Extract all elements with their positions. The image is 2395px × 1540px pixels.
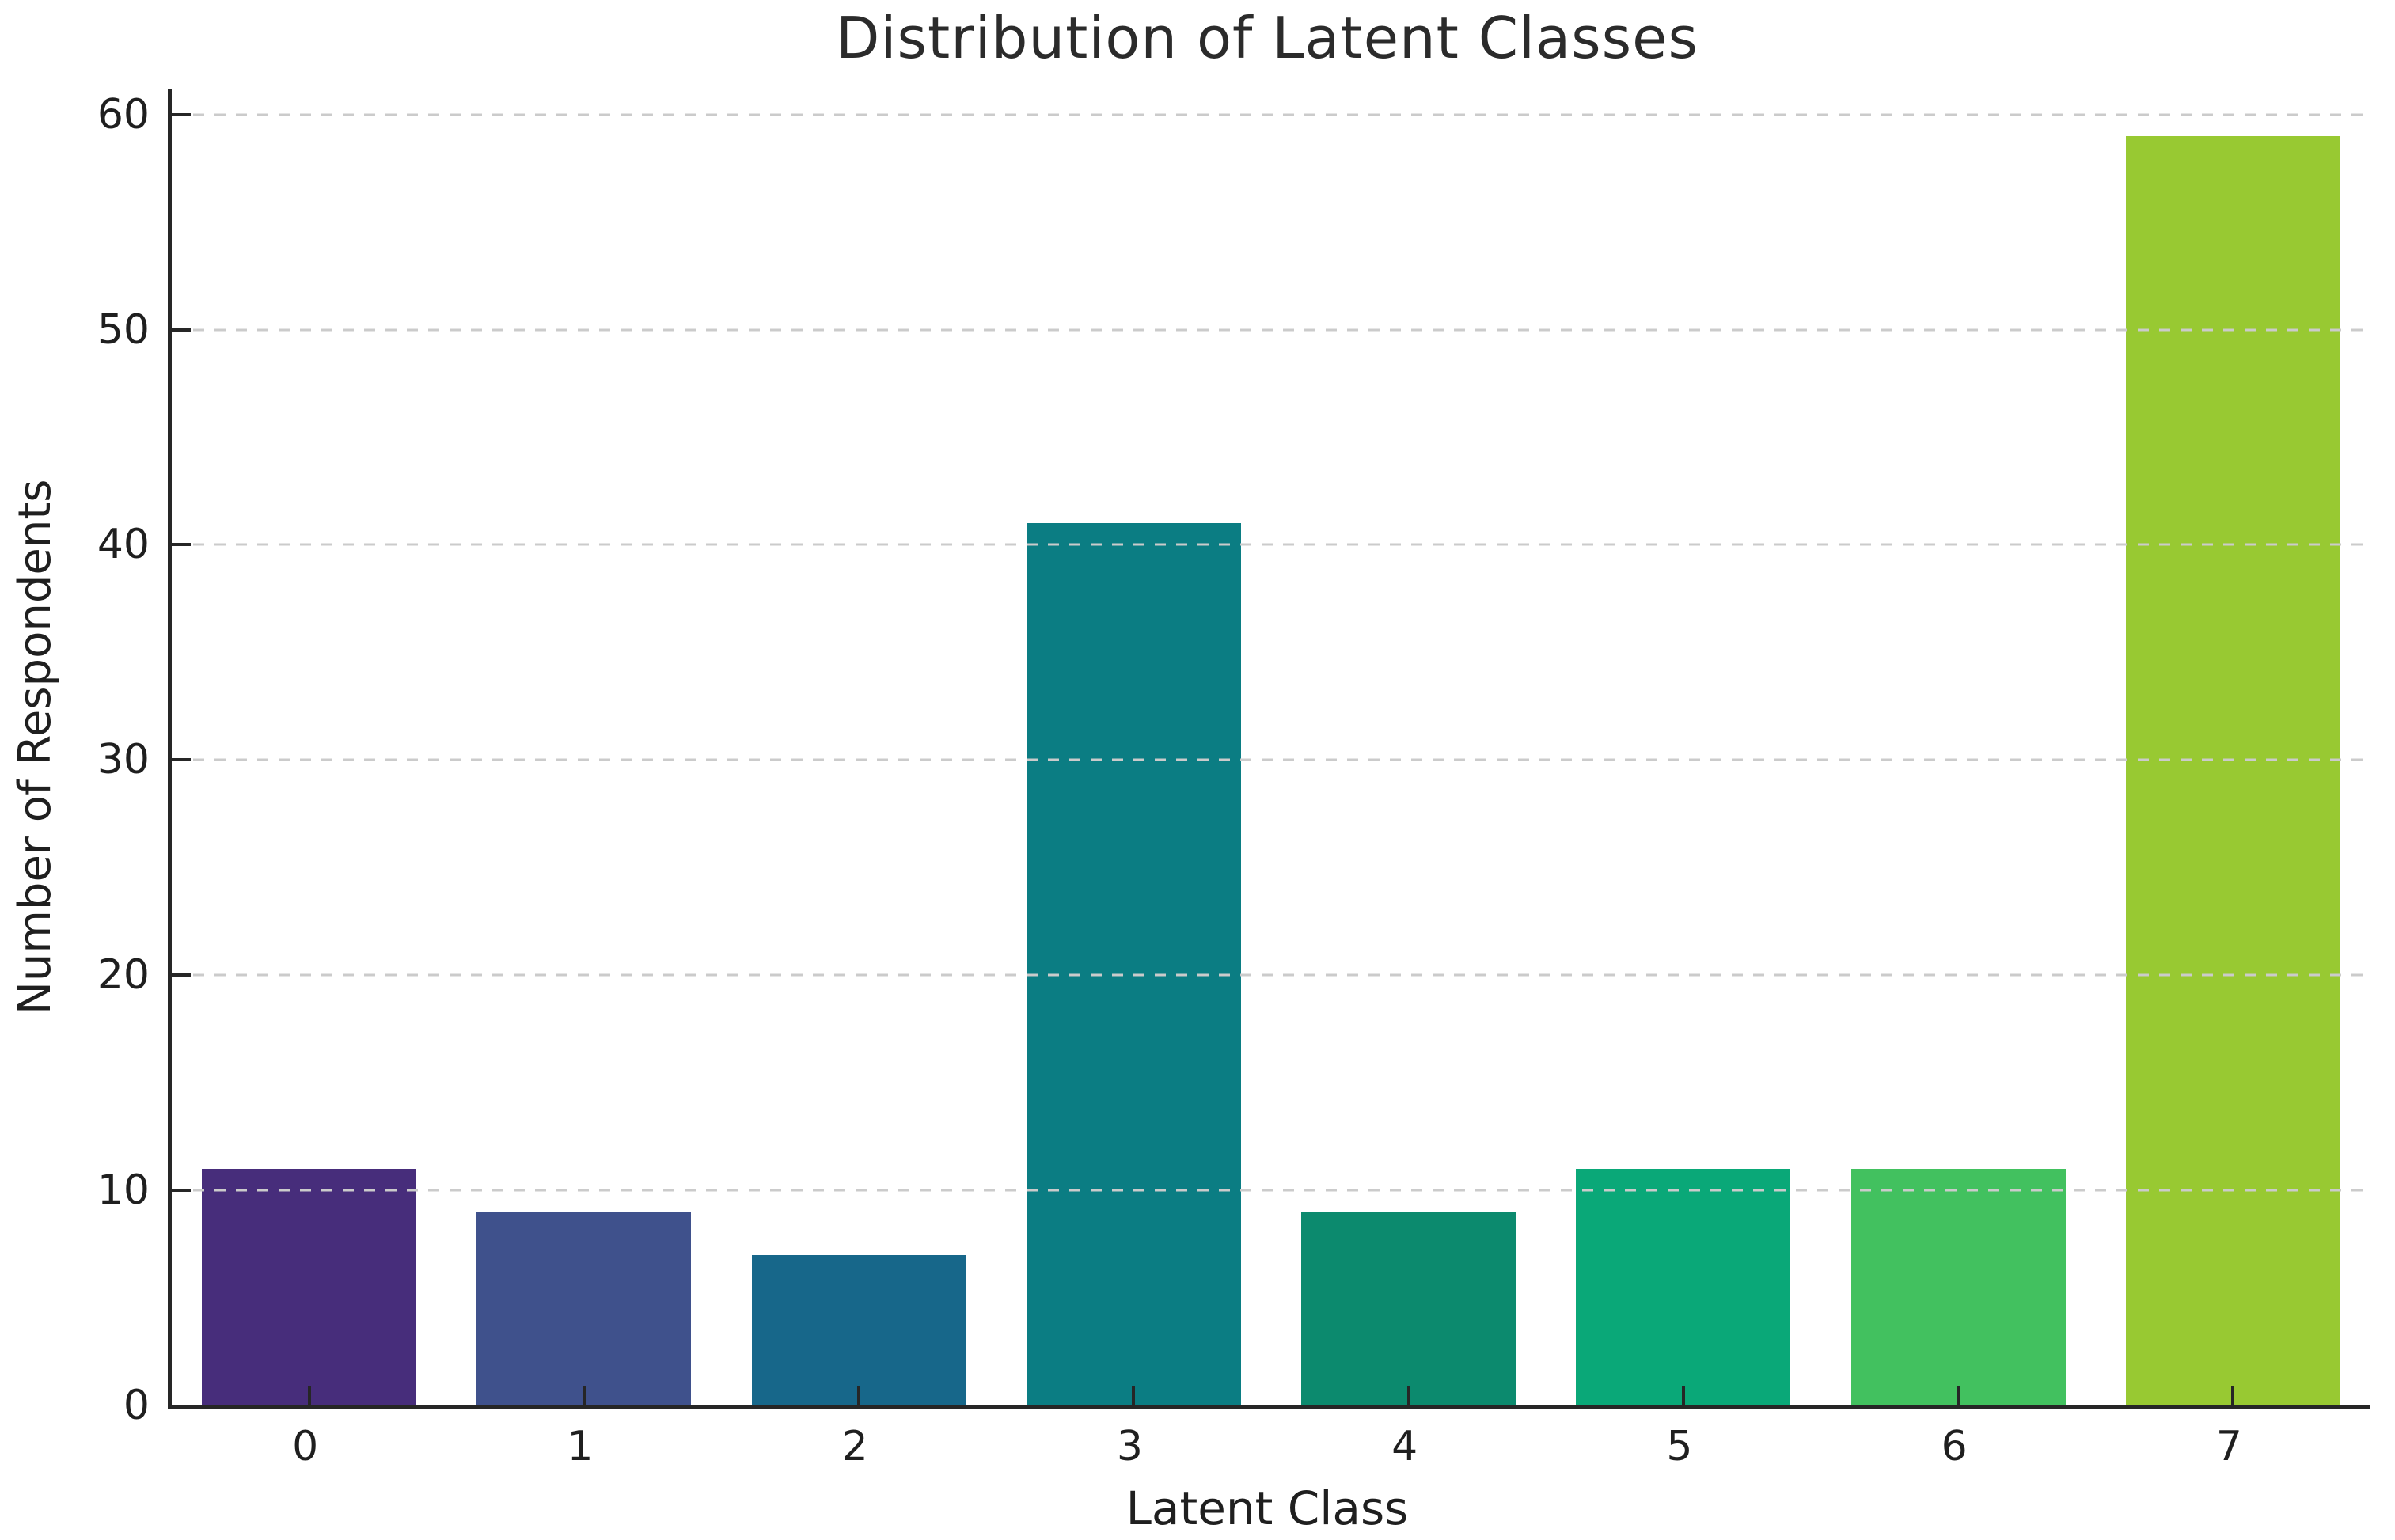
chart-title: Distribution of Latent Classes <box>836 5 1699 71</box>
bar-class-4 <box>1301 1212 1516 1405</box>
y-tick-label-20: 20 <box>97 951 150 999</box>
x-tick-label-5: 5 <box>1666 1423 1693 1470</box>
y-tick-40 <box>172 543 191 547</box>
y-tick-label-50: 50 <box>97 305 150 354</box>
bars-container <box>172 89 2370 1405</box>
y-tick-label-60: 60 <box>97 90 150 138</box>
bar-class-5 <box>1576 1168 1791 1405</box>
bar-class-7 <box>2125 135 2340 1405</box>
x-tick-label-1: 1 <box>567 1423 594 1470</box>
bar-slot-4 <box>1271 89 1546 1405</box>
bar-slot-2 <box>722 89 996 1405</box>
bar-class-1 <box>476 1212 692 1405</box>
bar-class-3 <box>1026 523 1241 1405</box>
x-tick-3 <box>1132 1386 1136 1405</box>
gridline-y60 <box>172 113 2370 116</box>
x-tick-label-4: 4 <box>1391 1423 1418 1470</box>
x-tick-7 <box>2231 1386 2235 1405</box>
bar-slot-6 <box>1821 89 2096 1405</box>
gridline-y10 <box>172 1189 2370 1192</box>
y-tick-60 <box>172 112 191 116</box>
y-tick-10 <box>172 1189 191 1193</box>
bar-class-0 <box>202 1168 417 1405</box>
y-axis-label: Number of Respondents <box>9 479 61 1015</box>
y-tick-label-0: 0 <box>123 1382 150 1429</box>
x-tick-0 <box>307 1386 311 1405</box>
y-tick-30 <box>172 758 191 762</box>
bar-class-6 <box>1850 1168 2066 1405</box>
gridline-y30 <box>172 758 2370 761</box>
x-tick-5 <box>1681 1386 1685 1405</box>
gridline-y50 <box>172 328 2370 332</box>
x-tick-label-2: 2 <box>841 1423 868 1470</box>
x-axis-label: Latent Class <box>1125 1481 1409 1535</box>
y-tick-label-30: 30 <box>97 736 150 784</box>
x-tick-label-7: 7 <box>2215 1423 2242 1470</box>
bar-class-2 <box>751 1254 966 1405</box>
x-tick-2 <box>857 1386 861 1405</box>
bar-slot-3 <box>996 89 1271 1405</box>
bar-slot-5 <box>1546 89 1820 1405</box>
y-tick-50 <box>172 328 191 332</box>
gridline-y20 <box>172 973 2370 977</box>
bar-slot-7 <box>2096 89 2370 1405</box>
x-tick-6 <box>1957 1386 1960 1405</box>
bar-slot-0 <box>172 89 446 1405</box>
y-tick-20 <box>172 973 191 977</box>
x-tick-label-6: 6 <box>1941 1423 1968 1470</box>
x-tick-4 <box>1406 1386 1410 1405</box>
gridline-y40 <box>172 543 2370 546</box>
y-tick-label-40: 40 <box>97 521 150 569</box>
bar-slot-1 <box>446 89 721 1405</box>
plot-area: 0 10 20 30 40 50 60 <box>97 89 2370 1429</box>
y-tick-label-10: 10 <box>97 1166 150 1215</box>
x-tick-label-0: 0 <box>292 1423 319 1470</box>
x-tick-1 <box>582 1386 586 1405</box>
x-tick-label-3: 3 <box>1116 1423 1143 1470</box>
